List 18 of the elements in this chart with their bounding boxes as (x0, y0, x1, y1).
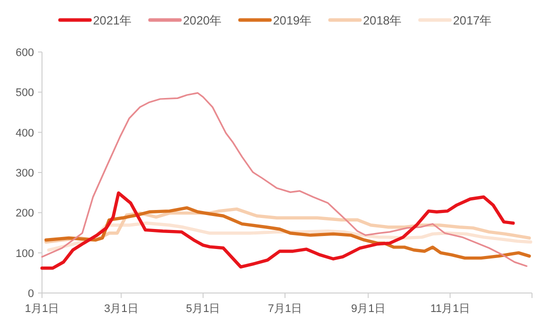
legend-label: 2019年 (273, 14, 312, 28)
legend-label: 2020年 (183, 14, 222, 28)
x-tick-label: 3月1日 (104, 303, 138, 315)
y-tick-label: 500 (16, 87, 34, 100)
legend-label: 2021年 (93, 14, 132, 28)
x-tick-label: 1月1日 (24, 303, 60, 315)
y-tick-label: 0 (28, 288, 34, 300)
x-tick-label: 11月1日 (430, 303, 470, 315)
y-tick-label: 300 (16, 168, 34, 180)
x-tick-label: 7月1日 (268, 303, 302, 315)
legend-label: 2017年 (453, 14, 492, 28)
y-tick-label: 400 (16, 127, 34, 140)
y-tick-label: 200 (16, 208, 34, 220)
y-tick-label: 100 (16, 248, 34, 260)
x-tick-label: 9月1日 (351, 303, 386, 315)
y-tick-label: 600 (16, 47, 34, 59)
legend-label: 2018年 (363, 14, 402, 28)
x-tick-label: 5月1日 (186, 303, 220, 315)
